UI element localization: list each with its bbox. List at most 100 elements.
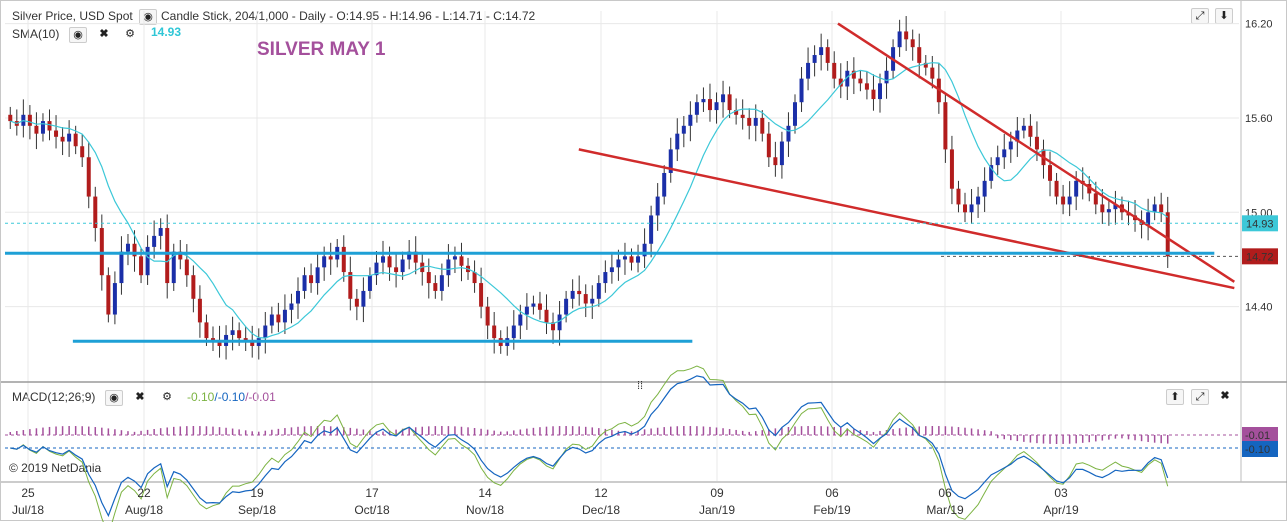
sma-label: SMA(10)	[12, 27, 60, 41]
candle-body	[125, 243, 130, 252]
candle-body	[1152, 204, 1157, 213]
candle-body	[949, 149, 954, 189]
candle-body	[446, 259, 451, 276]
close-icon[interactable]: ✖	[1220, 390, 1230, 402]
candle-body	[819, 47, 824, 56]
candle-body	[753, 117, 758, 126]
candle-body	[917, 47, 922, 63]
candle-body	[158, 228, 163, 236]
candle-body	[779, 141, 784, 166]
candle-body	[642, 243, 647, 257]
candle-body	[989, 165, 994, 181]
eye-icon[interactable]: ◉	[105, 390, 123, 406]
candle-body	[537, 303, 542, 310]
candle-body	[348, 272, 353, 299]
candle-body	[47, 121, 52, 131]
candle-body	[694, 102, 699, 115]
candle-body	[570, 290, 575, 299]
candle-body	[851, 70, 856, 79]
candle-body	[995, 157, 1000, 166]
candle-body	[1106, 209, 1111, 213]
date-tick-day: 19	[250, 486, 264, 500]
gear-icon[interactable]: ⚙	[125, 28, 135, 40]
chart-description: Candle Stick, 204/1,000 - Daily - O:14.9…	[161, 9, 536, 23]
candle-body	[269, 314, 274, 326]
candle-body	[923, 62, 928, 68]
candle-body	[367, 275, 372, 291]
candle-body	[812, 55, 817, 63]
candle-body	[99, 228, 104, 276]
candle-body	[583, 294, 588, 304]
candle-body	[315, 267, 320, 284]
candle-body	[976, 196, 981, 205]
candle-body	[786, 125, 791, 142]
date-tick-month: Sep/18	[238, 503, 276, 517]
candle-body	[139, 256, 144, 276]
candle-body	[897, 31, 902, 48]
candle-body	[524, 306, 529, 315]
candle-body	[930, 67, 935, 79]
candle-body	[60, 136, 65, 142]
candle-body	[773, 157, 778, 166]
candle-body	[747, 117, 752, 126]
close-icon[interactable]: ✖	[99, 28, 109, 40]
candle-body	[452, 256, 457, 260]
arrow-up-icon[interactable]: ⬆	[1166, 389, 1184, 405]
candle-body	[714, 102, 719, 111]
candle-body	[982, 180, 987, 197]
candle-body	[864, 83, 869, 90]
date-tick-month: Apr/19	[1043, 503, 1079, 517]
drag-handle-icon: ⁞⁞	[637, 380, 643, 392]
candle-body	[459, 256, 464, 266]
candle-body	[675, 133, 680, 150]
date-tick-day: 06	[825, 486, 839, 500]
macd-line	[10, 365, 1169, 522]
candle-body	[282, 309, 287, 323]
macd-name: MACD(12;26;9)	[12, 390, 96, 404]
candle-body	[910, 39, 915, 48]
candle-body	[904, 31, 909, 40]
date-tick-month: Jul/18	[12, 503, 44, 517]
eye-icon[interactable]: ◉	[69, 27, 87, 43]
candle-body	[577, 290, 582, 295]
gear-icon[interactable]: ⚙	[162, 391, 172, 403]
candle-body	[361, 290, 366, 307]
date-tick-day: 17	[365, 486, 379, 500]
macd-label: MACD(12;26;9)	[12, 390, 95, 404]
candle-body	[106, 275, 111, 315]
candle-body	[433, 283, 438, 291]
candle-body	[34, 125, 39, 134]
candle-body	[217, 341, 222, 346]
macd-value-2: -0.10	[217, 390, 246, 404]
candle-body	[701, 99, 706, 103]
macd-value-3: -0.01	[248, 390, 276, 404]
trendline-lower-wedge	[578, 148, 1235, 290]
candle-body	[243, 338, 248, 342]
candle-body	[119, 251, 124, 284]
candle-body	[276, 314, 281, 323]
candle-body	[1146, 212, 1151, 225]
date-tick-day: 14	[478, 486, 492, 500]
candle-body	[969, 204, 974, 213]
date-tick-month: Nov/18	[466, 503, 504, 517]
candle-body	[1008, 141, 1013, 150]
candle-body	[112, 283, 117, 315]
date-tick-month: Oct/18	[354, 503, 390, 517]
candle-body	[80, 146, 85, 158]
candle-body	[426, 272, 431, 284]
candle-body	[609, 267, 614, 273]
candle-body	[296, 290, 300, 304]
expand-icon[interactable]: ⤢	[1191, 389, 1209, 405]
candle-body	[806, 62, 811, 79]
candle-body	[152, 235, 157, 247]
macd-signal-line	[10, 375, 1169, 518]
macd-badge-1: -0.01	[1245, 430, 1270, 442]
candle-body	[544, 309, 549, 323]
close-icon[interactable]: ✖	[135, 391, 145, 403]
candle-body	[721, 94, 726, 103]
close-badge-bg	[1242, 248, 1278, 265]
date-tick-month: Mar/19	[926, 503, 964, 517]
candle-body	[629, 256, 634, 263]
date-tick-month: Dec/18	[582, 503, 620, 517]
